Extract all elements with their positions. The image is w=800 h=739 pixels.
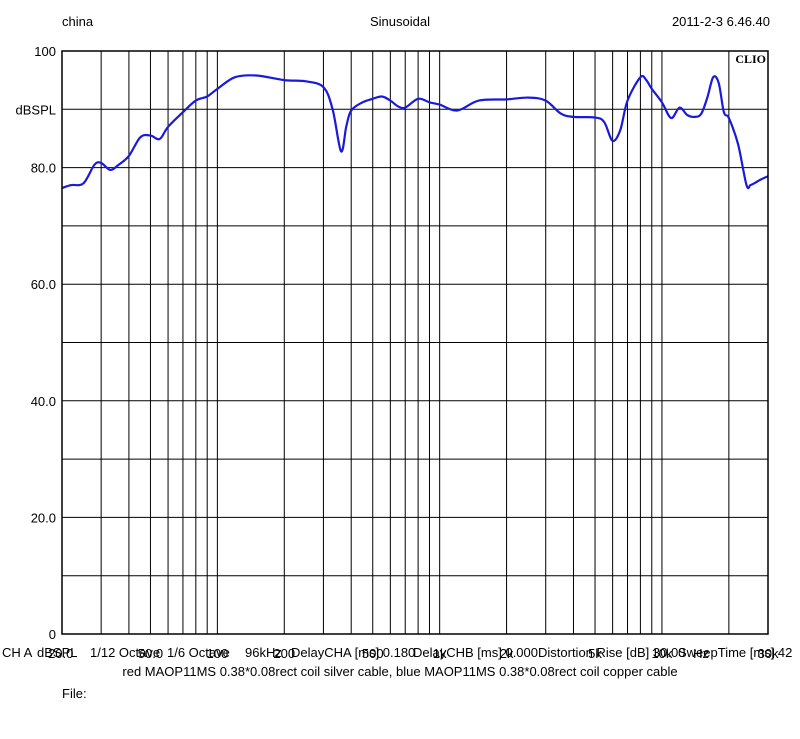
header-left-label: china [62,14,94,29]
footer-unit: dBSPL [37,645,78,660]
x-tick-label: 20.0 [48,646,73,661]
clio-logo: CLIO [735,52,766,66]
footer-sweep: SweepTime [ms] 42 [678,645,793,660]
x-tick-label: 100 [207,646,229,661]
x-tick-label: 50.0 [138,646,163,661]
x-tick-label: 500 [362,646,384,661]
y-tick-label: 100 [34,44,56,59]
y-axis-title: dBSPL [16,102,56,117]
x-axis-unit: Hz [693,646,709,661]
footer-channel: CH A [2,645,33,660]
x-tick-label: 30k [758,646,779,661]
brand-layer: CLIO [733,52,767,66]
chart-title: Sinusoidal [370,14,430,29]
header-timestamp: 2011-2-3 6.46.40 [671,14,770,29]
footer-delay-a: DelayCHA [ms] 0.180 [291,645,416,660]
x-axis-labels: 20.0 50.0 100 200 500 1k 2k 5k 10k 30k Hz [48,646,779,661]
y-tick-label: 0 [49,627,56,642]
y-axis-labels: 0 20.0 40.0 60.0 80.0 100 dBSPL [16,44,56,642]
y-tick-label: 80.0 [31,161,56,176]
x-tick-label: 2k [500,646,514,661]
y-tick-label: 20.0 [31,510,56,525]
plot-frame [61,50,769,635]
footer-legend: red MAOP11MS 0.38*0.08rect coil silver c… [122,664,678,679]
response-curve [61,74,769,190]
footer-rate: 96kHz [245,645,282,660]
footer-file-label: File: [62,686,87,701]
x-tick-label: 10k [651,646,672,661]
x-tick-label: 1k [433,646,447,661]
footer-octave-2: 1/6 Octave [167,645,230,660]
grid-layer [62,51,768,634]
y-tick-label: 40.0 [31,394,56,409]
footer-distortion: Distortion Rise [dB] 30.00 [538,645,686,660]
x-tick-label: 5k [588,646,602,661]
brand-badge [733,52,767,66]
footer-octave-1: 1/12 Octave [90,645,161,660]
footer-delay-b: DelayCHB [ms] 0.000 [413,645,538,660]
x-tick-label: 200 [273,646,295,661]
y-tick-label: 60.0 [31,277,56,292]
curve-layer [61,74,769,190]
